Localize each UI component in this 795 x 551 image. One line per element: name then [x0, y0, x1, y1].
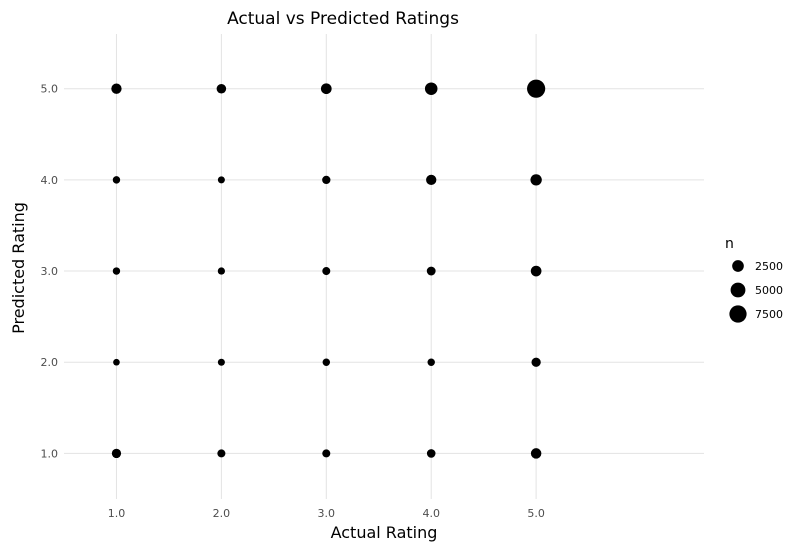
x-axis-title: Actual Rating	[331, 523, 438, 542]
data-point	[322, 175, 331, 185]
y-tick-label: 1.0	[41, 447, 59, 460]
grid-lines	[64, 34, 704, 499]
legend-key	[729, 305, 747, 323]
data-point	[111, 448, 122, 459]
legend-label: 5000	[755, 284, 783, 297]
y-tick-label: 5.0	[41, 83, 59, 96]
data-point	[426, 449, 436, 458]
x-tick-label: 1.0	[108, 507, 126, 520]
data-point	[426, 174, 437, 186]
y-tick-label: 4.0	[41, 174, 59, 187]
data-point	[112, 267, 121, 275]
legend-label: 2500	[755, 260, 783, 273]
data-point	[322, 267, 331, 276]
legend-key	[732, 260, 744, 272]
y-axis-title: Predicted Rating	[9, 202, 28, 334]
data-point	[531, 357, 541, 367]
x-axis-ticks: 1.0 2.0 3.0 4.0 5.0	[108, 507, 545, 520]
data-point	[112, 176, 121, 184]
legend-title: n	[725, 236, 734, 252]
y-tick-label: 3.0	[41, 265, 59, 278]
data-points	[111, 79, 546, 459]
legend-label: 7500	[755, 308, 783, 321]
y-tick-label: 2.0	[41, 356, 59, 369]
data-point	[322, 358, 331, 366]
x-tick-label: 3.0	[318, 507, 336, 520]
data-point	[217, 449, 226, 458]
x-tick-label: 5.0	[527, 507, 545, 520]
size-legend: n 2500 5000 7500	[725, 236, 783, 323]
x-tick-label: 4.0	[422, 507, 440, 520]
x-tick-label: 2.0	[213, 507, 231, 520]
y-axis-ticks: 1.0 2.0 3.0 4.0 5.0	[41, 83, 59, 461]
data-point	[530, 448, 542, 459]
data-point	[426, 266, 436, 276]
data-point	[322, 449, 331, 458]
data-point	[217, 267, 225, 275]
data-point	[424, 82, 438, 95]
data-point	[113, 358, 120, 366]
legend-key	[730, 282, 746, 298]
data-point	[527, 79, 546, 98]
chart-title: Actual vs Predicted Ratings	[227, 9, 459, 29]
data-point	[217, 358, 225, 366]
data-point	[320, 83, 332, 95]
data-point	[111, 83, 122, 94]
data-point	[530, 265, 542, 277]
data-point	[217, 176, 225, 184]
data-point	[216, 83, 227, 94]
data-point	[530, 174, 542, 186]
data-point	[427, 358, 435, 366]
